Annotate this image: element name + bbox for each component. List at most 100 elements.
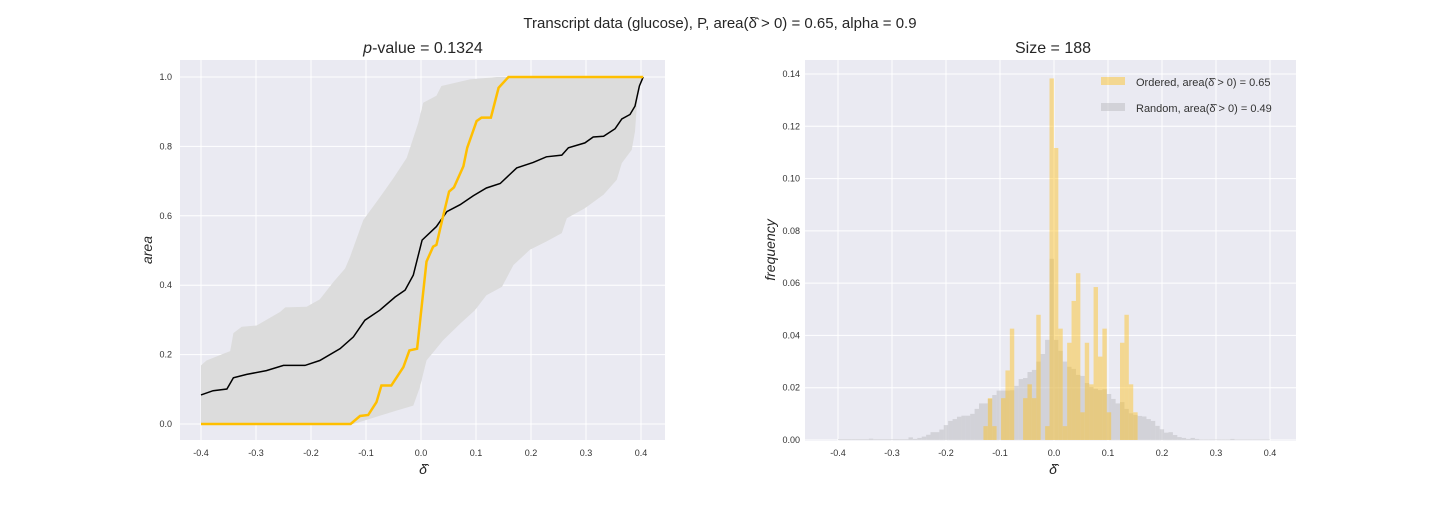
y-tick-label: 0.14 — [782, 69, 800, 79]
random-histogram-bar — [864, 439, 869, 440]
random-histogram-bar — [1252, 439, 1257, 440]
random-histogram-bar — [1058, 350, 1063, 440]
ordered-histogram-bar — [1036, 314, 1041, 440]
y-tick-label: 0.6 — [159, 211, 172, 221]
random-histogram-bar — [926, 434, 931, 440]
random-histogram-bar — [943, 425, 949, 440]
random-histogram-bar — [886, 439, 891, 440]
random-histogram-bar — [979, 403, 984, 440]
random-histogram-bar — [917, 437, 922, 440]
random-histogram-bar — [1146, 419, 1151, 440]
x-tick-label: 0.0 — [1048, 448, 1061, 458]
histogram-plot-title: Size = 188 — [1015, 40, 1091, 57]
random-histogram-bar — [1102, 389, 1107, 440]
random-histogram-bar — [1177, 437, 1182, 440]
y-tick-label: 0.8 — [159, 141, 172, 151]
legend: Ordered, area(δ̂ > 0) = 0.65 Random, are… — [1101, 77, 1272, 115]
ordered-histogram-bar — [1093, 287, 1098, 440]
histogram-plot: -0.4 -0.3 -0.2 -0.1 0.0 0.1 0.2 0.3 0.4 0.00 0.02 0… — [762, 40, 1296, 477]
random-histogram-bar — [1089, 386, 1094, 440]
random-histogram-bar — [1142, 416, 1147, 440]
x-tick-label: -0.3 — [248, 448, 264, 458]
random-histogram-bar — [961, 415, 966, 440]
ordered-histogram-bar — [1133, 412, 1138, 440]
random-histogram-bar — [1001, 390, 1006, 440]
random-histogram-bar — [1009, 390, 1015, 440]
random-histogram-bar — [899, 439, 905, 440]
ordered-histogram-bar — [1106, 412, 1112, 440]
random-histogram-bar — [1097, 390, 1103, 440]
random-histogram-bar — [1225, 439, 1231, 440]
ordered-histogram-bar — [983, 426, 988, 440]
x-tick-label: 0.1 — [1102, 448, 1115, 458]
x-tick-label: 0.2 — [525, 448, 538, 458]
random-histogram-bar — [930, 432, 935, 440]
random-histogram-bar — [992, 395, 997, 440]
random-histogram-bar — [838, 439, 843, 440]
x-tick-label: -0.1 — [358, 448, 374, 458]
random-histogram-bar — [1018, 379, 1024, 440]
x-tick-label: 0.3 — [1210, 448, 1223, 458]
x-tick-label: 0.4 — [635, 448, 648, 458]
random-histogram-bar — [877, 439, 883, 440]
random-histogram-bar — [1014, 385, 1019, 440]
y-tick-label: 0.00 — [782, 435, 800, 445]
ordered-histogram-bar — [1058, 328, 1063, 440]
random-histogram-bar — [1115, 403, 1121, 440]
random-histogram-bar — [1265, 439, 1270, 440]
random-histogram-bar — [1111, 398, 1116, 440]
random-histogram-bar — [952, 419, 957, 440]
x-tick-label: -0.4 — [830, 448, 846, 458]
ordered-histogram-bar — [1124, 314, 1129, 440]
legend-swatch-random — [1101, 103, 1125, 111]
ordered-histogram-bar — [1120, 342, 1125, 440]
random-histogram-bar — [1137, 415, 1143, 440]
random-histogram-bar — [855, 439, 861, 440]
ordered-histogram-bar — [1027, 384, 1032, 440]
random-histogram-bar — [1234, 439, 1239, 440]
ordered-histogram-bar — [1067, 342, 1072, 440]
random-histogram-bar — [1053, 339, 1059, 440]
ordered-histogram-bar — [1031, 398, 1037, 440]
ordered-histogram-bar — [1097, 356, 1103, 440]
cdf-plot-xlabel: δ̂ — [419, 461, 430, 477]
random-histogram-bar — [1124, 408, 1129, 440]
random-histogram-bar — [882, 439, 887, 440]
x-tick-label: 0.3 — [580, 448, 593, 458]
random-histogram-bar — [987, 398, 993, 440]
random-histogram-bar — [1036, 361, 1041, 440]
x-tick-label: 0.0 — [415, 448, 428, 458]
y-tick-label: 0.06 — [782, 278, 800, 288]
random-histogram-bar — [851, 439, 856, 440]
ordered-histogram-bar — [1102, 328, 1107, 440]
random-histogram-bar — [1243, 439, 1248, 440]
ordered-histogram-bar — [1005, 370, 1010, 440]
random-histogram-bar — [1067, 366, 1072, 440]
y-tick-label: 0.10 — [782, 174, 800, 184]
random-histogram-bar — [1093, 388, 1098, 440]
ordered-histogram-bar — [1001, 398, 1006, 440]
random-histogram-bar — [890, 439, 896, 440]
random-histogram-bar — [1172, 435, 1178, 440]
random-histogram-bar — [939, 429, 944, 440]
random-histogram-bar — [1186, 438, 1191, 440]
y-tick-label: 0.4 — [159, 280, 172, 290]
ordered-histogram-bar — [1128, 384, 1134, 440]
y-tick-label: 0.2 — [159, 350, 172, 360]
cdf-plot: -0.4 -0.3 -0.2 -0.1 0.0 0.1 0.2 0.3 0.4 0.0 0.2 0.4… — [139, 40, 665, 477]
random-histogram-bar — [908, 437, 913, 440]
random-histogram-bar — [1238, 439, 1244, 440]
figure-suptitle: Transcript data (glucose), P, area(δ̂ > … — [523, 15, 916, 32]
random-histogram-bar — [934, 432, 940, 440]
ordered-histogram-bar — [1009, 328, 1015, 440]
random-histogram-bar — [1159, 429, 1165, 440]
y-tick-label: 1.0 — [159, 72, 172, 82]
random-histogram-bar — [1155, 425, 1160, 440]
random-histogram-bar — [1049, 258, 1054, 440]
ordered-histogram-bar — [1084, 342, 1090, 440]
random-histogram-bar — [1075, 374, 1081, 440]
random-histogram-bar — [1212, 439, 1217, 440]
ordered-histogram-bar — [987, 398, 993, 440]
random-histogram-bar — [873, 439, 878, 440]
